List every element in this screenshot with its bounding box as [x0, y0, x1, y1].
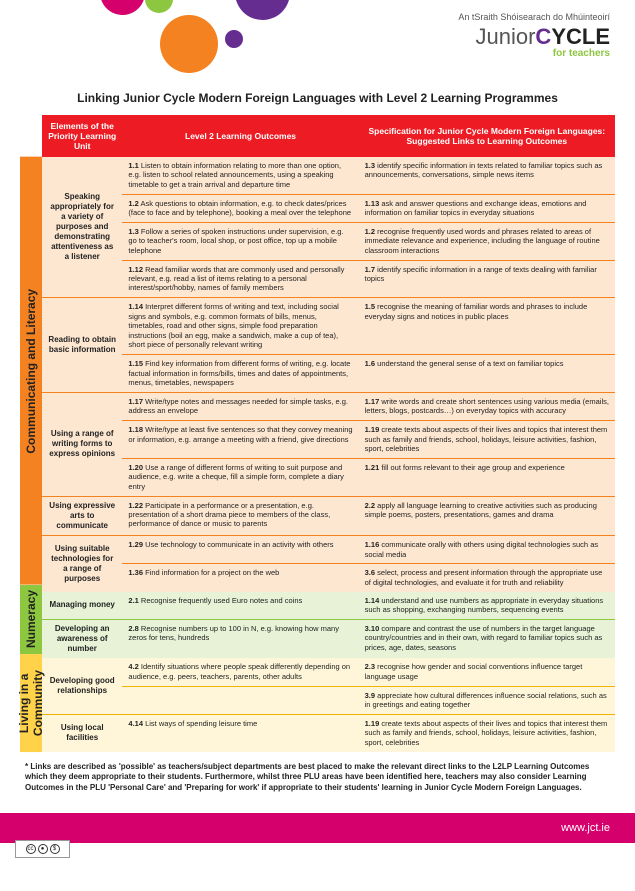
l2-outcome-cell [122, 686, 358, 714]
table-row: 1.18 Write/type at least five sentences … [42, 421, 615, 459]
mfl-link-cell: 1.16 communicate orally with others usin… [359, 536, 615, 564]
l2-outcome-cell: 1.20 Use a range of different forms of w… [122, 458, 358, 496]
mfl-link-cell: 1.19 create texts about aspects of their… [359, 421, 615, 459]
brand-name: JuniorCYCLE [458, 24, 610, 50]
mfl-link-cell: 2.3 recognise how gender and social conv… [359, 658, 615, 686]
table-row: 1.15 Find key information from different… [42, 355, 615, 393]
section-labels-column: Communicating and LiteracyNumeracyLiving… [20, 115, 42, 752]
l2-outcome-cell: 1.12 Read familiar words that are common… [122, 260, 358, 298]
table-row: 1.12 Read familiar words that are common… [42, 260, 615, 298]
mfl-link-cell: 3.6 select, process and present informat… [359, 564, 615, 592]
page-footer: www.jct.ie [0, 813, 635, 843]
section-vertical-label: Numeracy [20, 585, 42, 654]
mfl-link-cell: 1.7 identify specific information in a r… [359, 260, 615, 298]
table-row: Managing money2.1 Recognise frequently u… [42, 592, 615, 620]
table-row: Developing an awareness of number2.8 Rec… [42, 619, 615, 658]
l2-outcome-cell: 1.22 Participate in a performance or a p… [122, 496, 358, 536]
linking-table: Elements of the Priority Learning Unit L… [42, 115, 615, 752]
brand-tagline: An tSraith Shóisearach do Mhúinteoirí [458, 12, 610, 22]
mfl-link-cell: 1.6 understand the general sense of a te… [359, 355, 615, 393]
plu-cell: Using suitable technologies for a range … [42, 536, 122, 592]
plu-cell: Using a range of writing forms to expres… [42, 392, 122, 496]
decor-circle [145, 0, 173, 13]
brand-name-b-rest: YCLE [551, 24, 610, 49]
col-header-l2: Level 2 Learning Outcomes [122, 115, 358, 157]
table-row: Speaking appropriately for a variety of … [42, 157, 615, 194]
table-row: 1.20 Use a range of different forms of w… [42, 458, 615, 496]
footnote: * Links are described as 'possible' as t… [25, 762, 610, 793]
mfl-link-cell: 1.3 identify specific information in tex… [359, 157, 615, 194]
mfl-link-cell: 1.5 recognise the meaning of familiar wo… [359, 298, 615, 355]
l2-outcome-cell: 1.18 Write/type at least five sentences … [122, 421, 358, 459]
plu-cell: Developing an awareness of number [42, 619, 122, 658]
col-header-plu: Elements of the Priority Learning Unit [42, 115, 122, 157]
table-row: Using suitable technologies for a range … [42, 536, 615, 564]
page: An tSraith Shóisearach do Mhúinteoirí Ju… [0, 0, 635, 858]
page-header: An tSraith Shóisearach do Mhúinteoirí Ju… [0, 0, 635, 85]
brand-block: An tSraith Shóisearach do Mhúinteoirí Ju… [458, 12, 610, 59]
plu-cell: Using expressive arts to communicate [42, 496, 122, 536]
mfl-link-cell: 1.13 ask and answer questions and exchan… [359, 194, 615, 222]
table-row: 3.9 appreciate how cultural differences … [42, 686, 615, 714]
l2-outcome-cell: 4.2 Identify situations where people spe… [122, 658, 358, 686]
table-row: 1.2 Ask questions to obtain information,… [42, 194, 615, 222]
l2-outcome-cell: 1.14 Interpret different forms of writin… [122, 298, 358, 355]
brand-name-a: Junior [476, 24, 536, 49]
l2-outcome-cell: 1.3 Follow a series of spoken instructio… [122, 222, 358, 260]
table-row: Using local facilities4.14 List ways of … [42, 714, 615, 751]
cc-badge: cc ● $ [15, 840, 70, 858]
decor-circle [160, 15, 218, 73]
l2-outcome-cell: 1.15 Find key information from different… [122, 355, 358, 393]
mfl-link-cell: 3.9 appreciate how cultural differences … [359, 686, 615, 714]
decor-circle [235, 0, 290, 20]
table-row: Using expressive arts to communicate1.22… [42, 496, 615, 536]
plu-cell: Speaking appropriately for a variety of … [42, 157, 122, 298]
l2-outcome-cell: 1.29 Use technology to communicate in an… [122, 536, 358, 564]
page-title: Linking Junior Cycle Modern Foreign Lang… [0, 85, 635, 115]
l2-outcome-cell: 1.1 Listen to obtain information relatin… [122, 157, 358, 194]
plu-cell: Developing good relationships [42, 658, 122, 714]
mfl-link-cell: 3.10 compare and contrast the use of num… [359, 619, 615, 658]
cc-icon: cc [26, 844, 36, 854]
mfl-link-cell: 1.21 fill out forms relevant to their ag… [359, 458, 615, 496]
footer-url: www.jct.ie [561, 822, 610, 834]
section-vertical-label: Communicating and Literacy [20, 157, 42, 585]
mfl-link-cell: 1.14 understand and use numbers as appro… [359, 592, 615, 620]
plu-cell: Managing money [42, 592, 122, 620]
l2-outcome-cell: 1.36 Find information for a project on t… [122, 564, 358, 592]
l2-outcome-cell: 2.8 Recognise numbers up to 100 in N, e.… [122, 619, 358, 658]
table-header-row: Elements of the Priority Learning Unit L… [42, 115, 615, 157]
by-icon: ● [38, 844, 48, 854]
section-vertical-label: Living in a Community [20, 654, 42, 752]
table-row: Developing good relationships4.2 Identif… [42, 658, 615, 686]
table-wrap: Communicating and LiteracyNumeracyLiving… [20, 115, 615, 752]
mfl-link-cell: 1.19 create texts about aspects of their… [359, 714, 615, 751]
decor-circle [225, 30, 243, 48]
decor-circle [100, 0, 145, 15]
nc-icon: $ [50, 844, 60, 854]
mfl-link-cell: 2.2 apply all language learning to creat… [359, 496, 615, 536]
col-header-mfl: Specification for Junior Cycle Modern Fo… [359, 115, 615, 157]
l2-outcome-cell: 1.17 Write/type notes and messages neede… [122, 392, 358, 420]
table-row: 1.36 Find information for a project on t… [42, 564, 615, 592]
l2-outcome-cell: 2.1 Recognise frequently used Euro notes… [122, 592, 358, 620]
table-row: 1.3 Follow a series of spoken instructio… [42, 222, 615, 260]
plu-cell: Using local facilities [42, 714, 122, 751]
l2-outcome-cell: 4.14 List ways of spending leisure time [122, 714, 358, 751]
plu-cell: Reading to obtain basic information [42, 298, 122, 393]
table-row: Using a range of writing forms to expres… [42, 392, 615, 420]
table-row: Reading to obtain basic information1.14 … [42, 298, 615, 355]
mfl-link-cell: 1.2 recognise frequently used words and … [359, 222, 615, 260]
l2-outcome-cell: 1.2 Ask questions to obtain information,… [122, 194, 358, 222]
mfl-link-cell: 1.17 write words and create short senten… [359, 392, 615, 420]
